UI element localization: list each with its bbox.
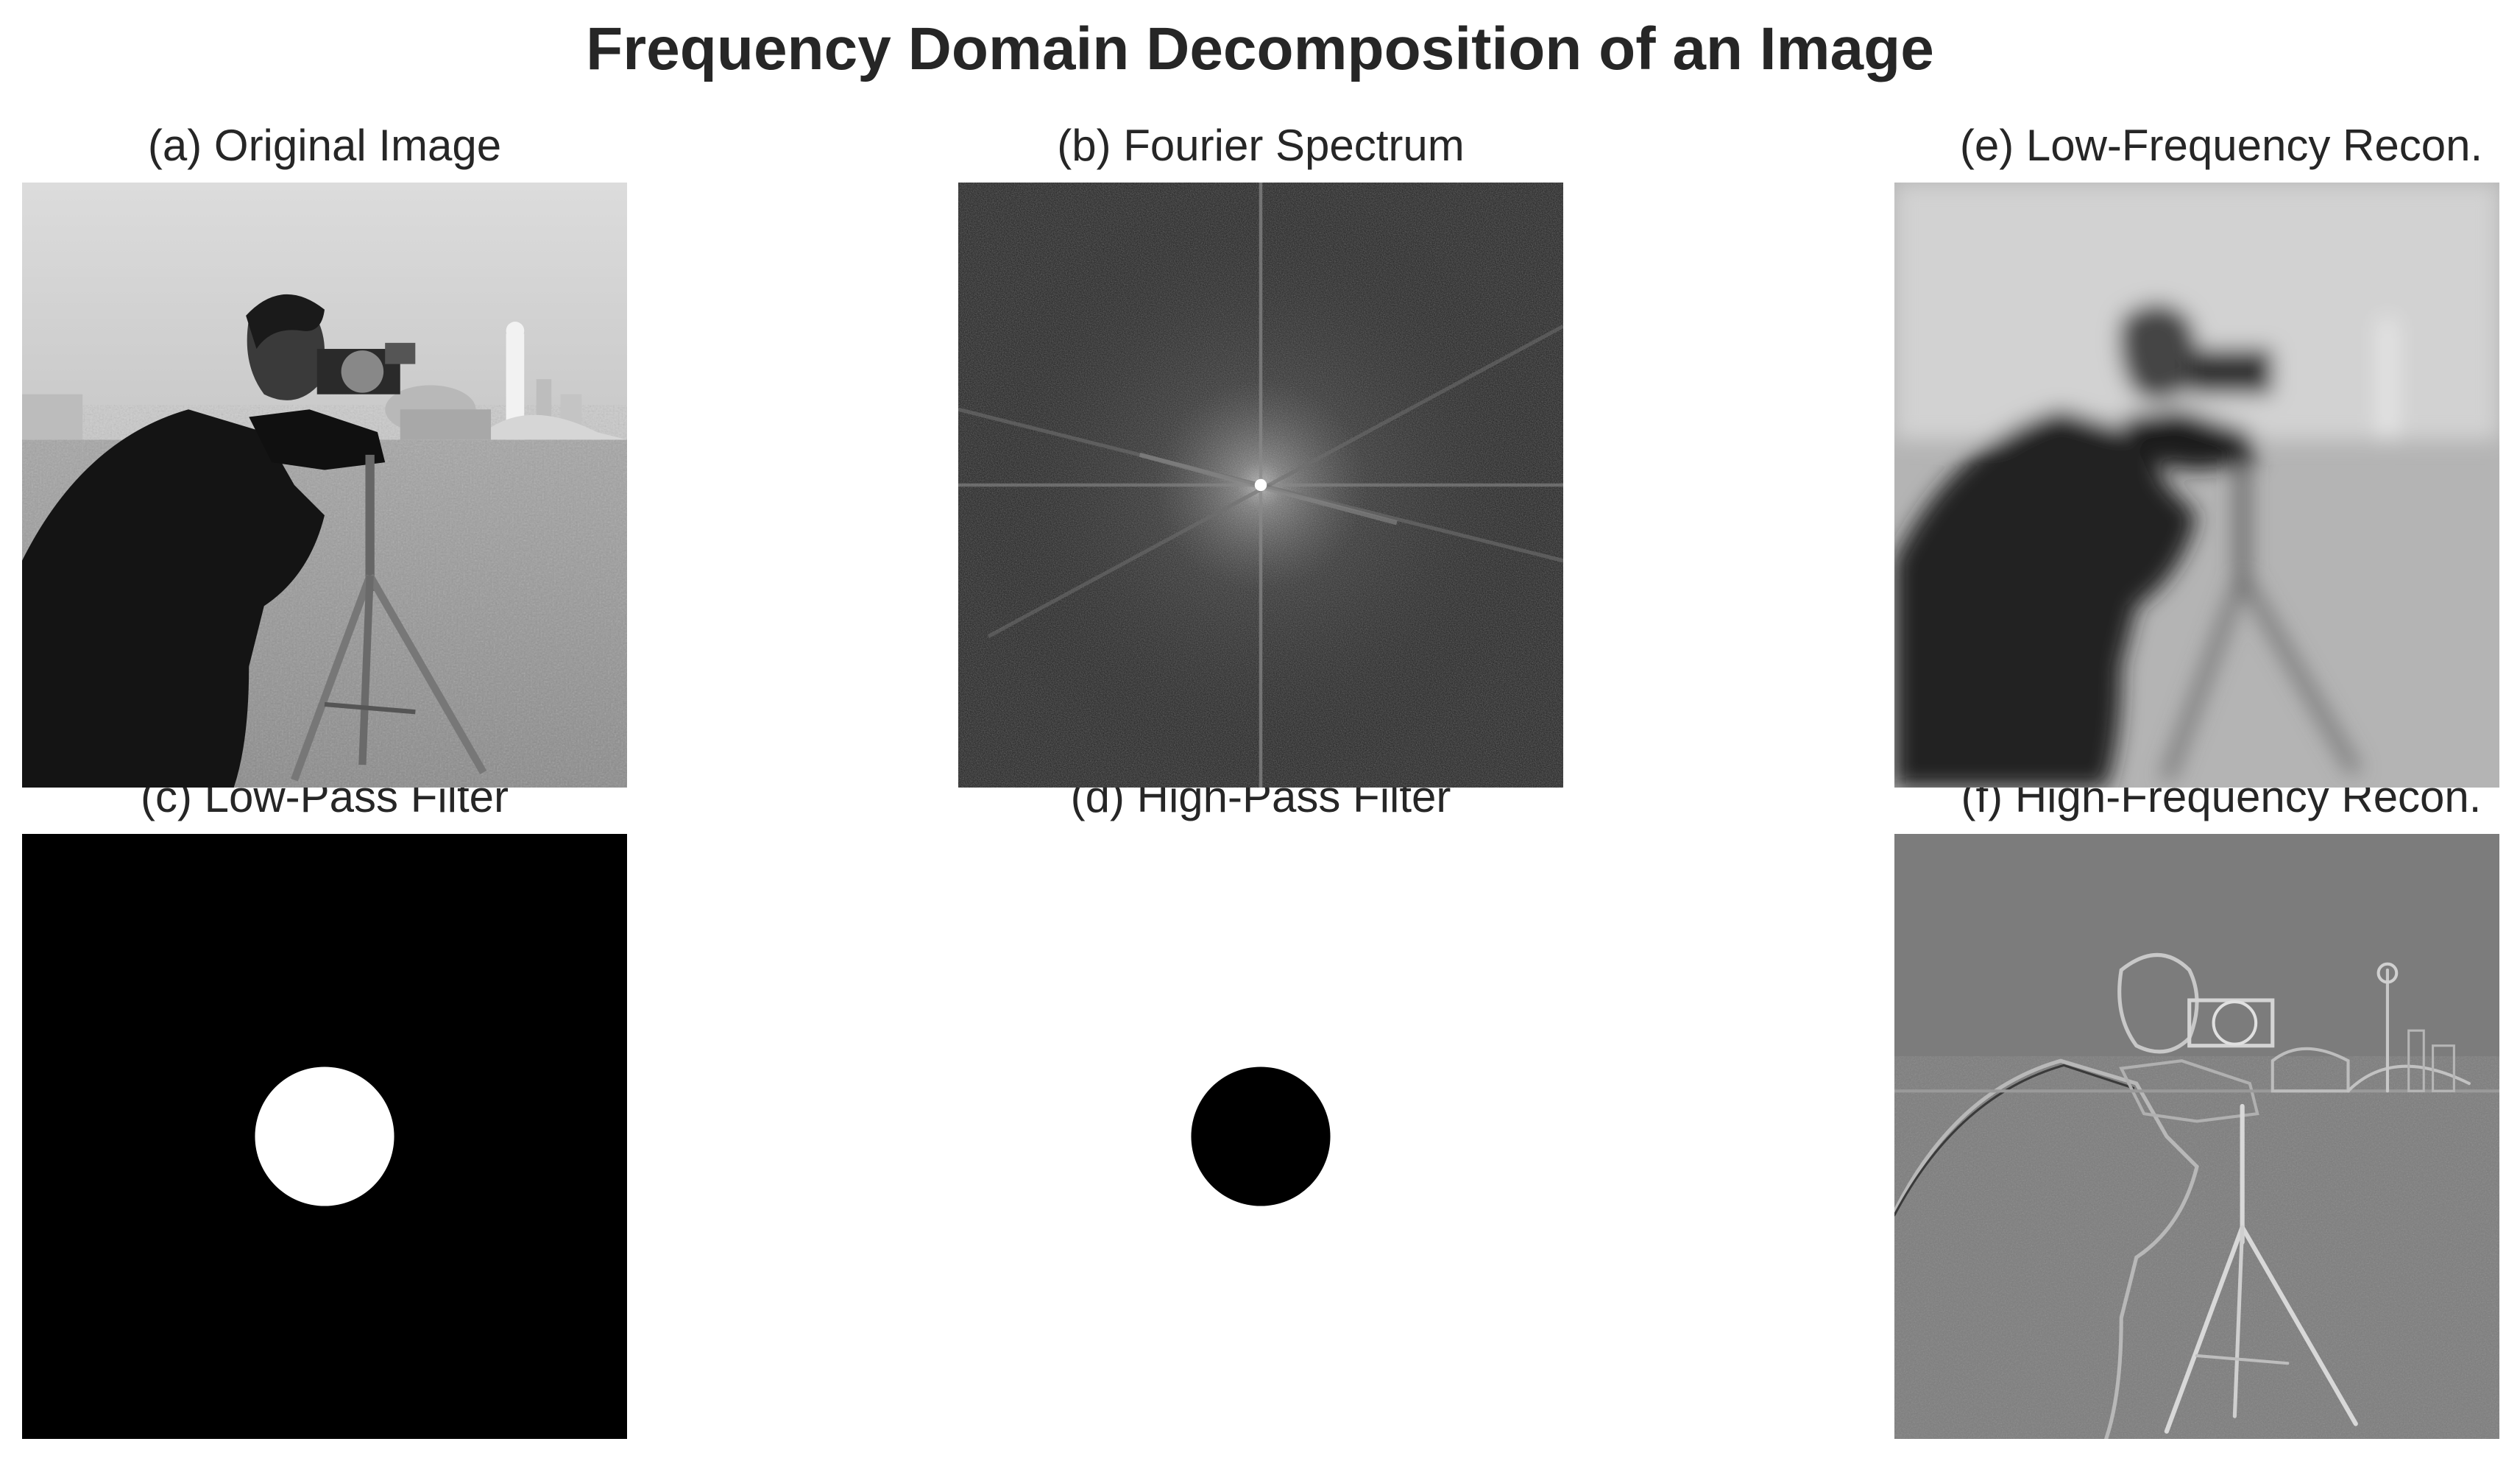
high-pass-filter-mask: [958, 834, 1563, 1439]
high-pass-filter-panel: [958, 834, 1563, 1439]
figure-title: Frequency Domain Decomposition of an Ima…: [586, 15, 1934, 82]
low-pass-filter-mask: [22, 834, 627, 1439]
low-frequency-recon-panel: [1894, 183, 2499, 788]
fourier-spectrum: [958, 183, 1563, 788]
original-image-panel: [22, 183, 627, 788]
original-image: [22, 183, 627, 788]
panel-b-title: (b) Fourier Spectrum: [1057, 121, 1465, 170]
fourier-spectrum-panel: [958, 183, 1563, 788]
high-frequency-recon: [1894, 834, 2499, 1439]
panel-a-title: (a) Original Image: [147, 121, 502, 170]
panel-e-title: (e) Low-Frequency Recon.: [1959, 121, 2483, 170]
low-frequency-recon: [1894, 183, 2499, 788]
high-frequency-recon-panel: [1894, 834, 2499, 1439]
low-pass-filter-panel: [22, 834, 627, 1439]
